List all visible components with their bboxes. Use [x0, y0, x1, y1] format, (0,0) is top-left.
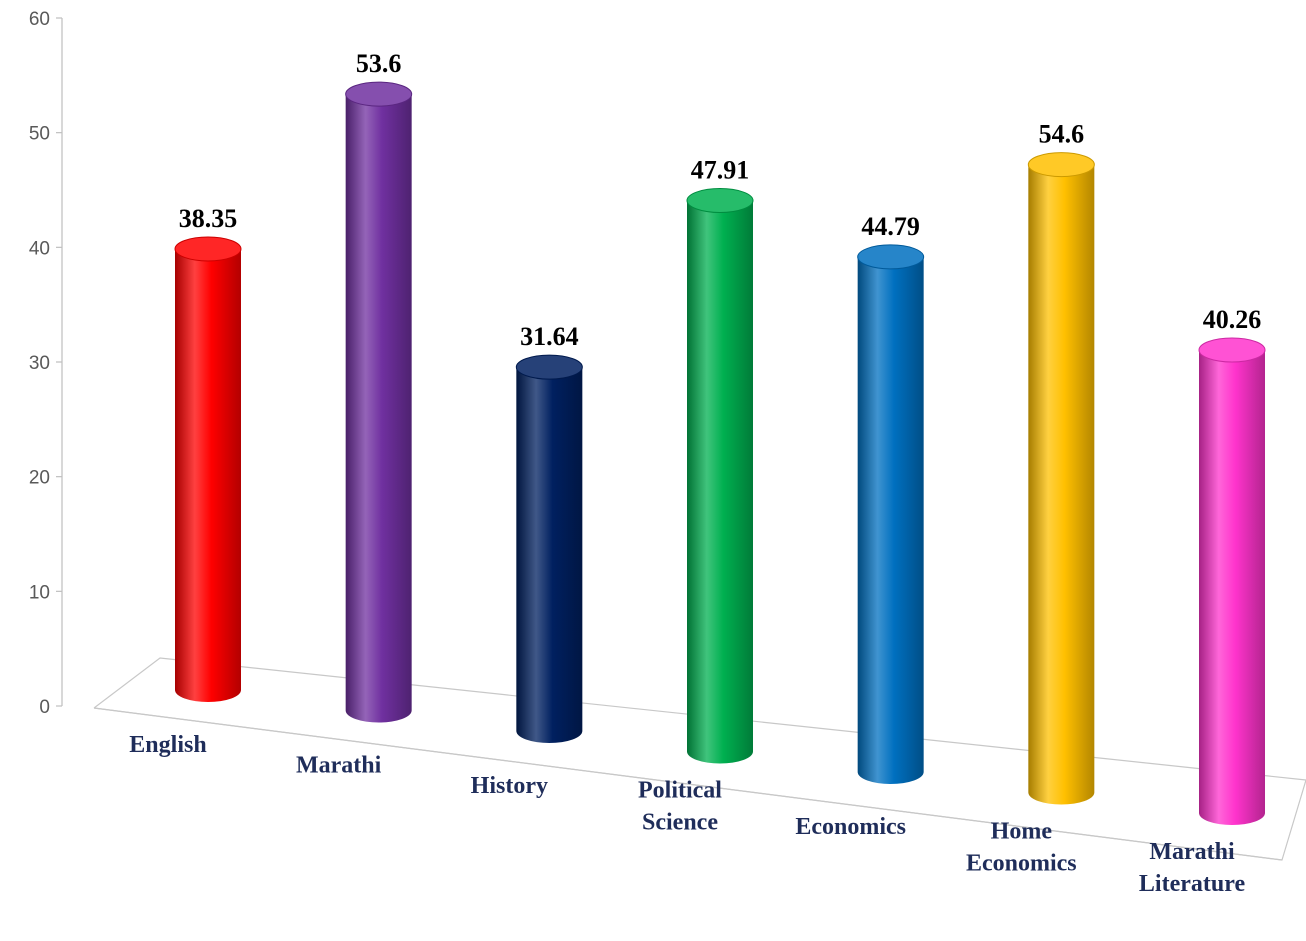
bar-top — [857, 244, 925, 270]
bar-body — [1199, 350, 1265, 825]
labels: 38.35 English 53.6 Marathi 31.64 History 47.91… — [129, 49, 1261, 897]
data-label: 44.79 — [861, 212, 920, 241]
bar — [515, 354, 583, 743]
bar — [1027, 152, 1095, 805]
y-tick-label: 20 — [29, 468, 50, 489]
data-label: 40.26 — [1203, 305, 1262, 334]
bar — [174, 236, 242, 702]
bar-body — [175, 248, 241, 702]
x-tick-label: History — [471, 773, 548, 799]
bar — [1198, 337, 1266, 825]
x-tick-label: Marathi Literature — [1139, 839, 1246, 897]
floor-front-edge — [93, 707, 1283, 861]
y-tick-label: 10 — [29, 582, 50, 603]
bar-body — [345, 94, 412, 723]
x-tick-label: Marathi — [296, 753, 382, 779]
x-tick-label: Political Science — [638, 778, 722, 836]
bar-top — [1027, 152, 1095, 178]
data-label: 47.91 — [691, 156, 750, 185]
bar-body — [687, 200, 753, 764]
bars — [174, 81, 1266, 825]
bar-top — [1198, 337, 1266, 363]
bar — [857, 244, 925, 784]
x-tick-label: English — [129, 732, 206, 758]
bar — [345, 81, 413, 723]
y-tick-label: 60 — [29, 9, 50, 30]
x-tick-label: Home Economics — [966, 819, 1077, 877]
bar-body — [516, 367, 583, 743]
y-tick-label: 40 — [29, 238, 50, 259]
y-tick-label: 30 — [29, 353, 50, 374]
data-label: 54.6 — [1039, 120, 1085, 149]
y-tick-label: 50 — [29, 124, 50, 145]
y-tick-label: 0 — [39, 697, 50, 718]
bar — [686, 188, 754, 764]
x-tick-label: Economics — [795, 814, 906, 840]
axes: 0 10 20 30 40 50 60 — [29, 9, 1306, 861]
bar-body — [857, 256, 924, 784]
data-label: 53.6 — [356, 49, 402, 78]
bar-top — [174, 236, 242, 262]
data-label: 38.35 — [179, 204, 238, 233]
bar-top — [686, 188, 754, 214]
bar-top — [345, 81, 413, 107]
bar-top — [515, 354, 583, 380]
bar-body — [1028, 164, 1095, 805]
data-label: 31.64 — [520, 322, 579, 351]
